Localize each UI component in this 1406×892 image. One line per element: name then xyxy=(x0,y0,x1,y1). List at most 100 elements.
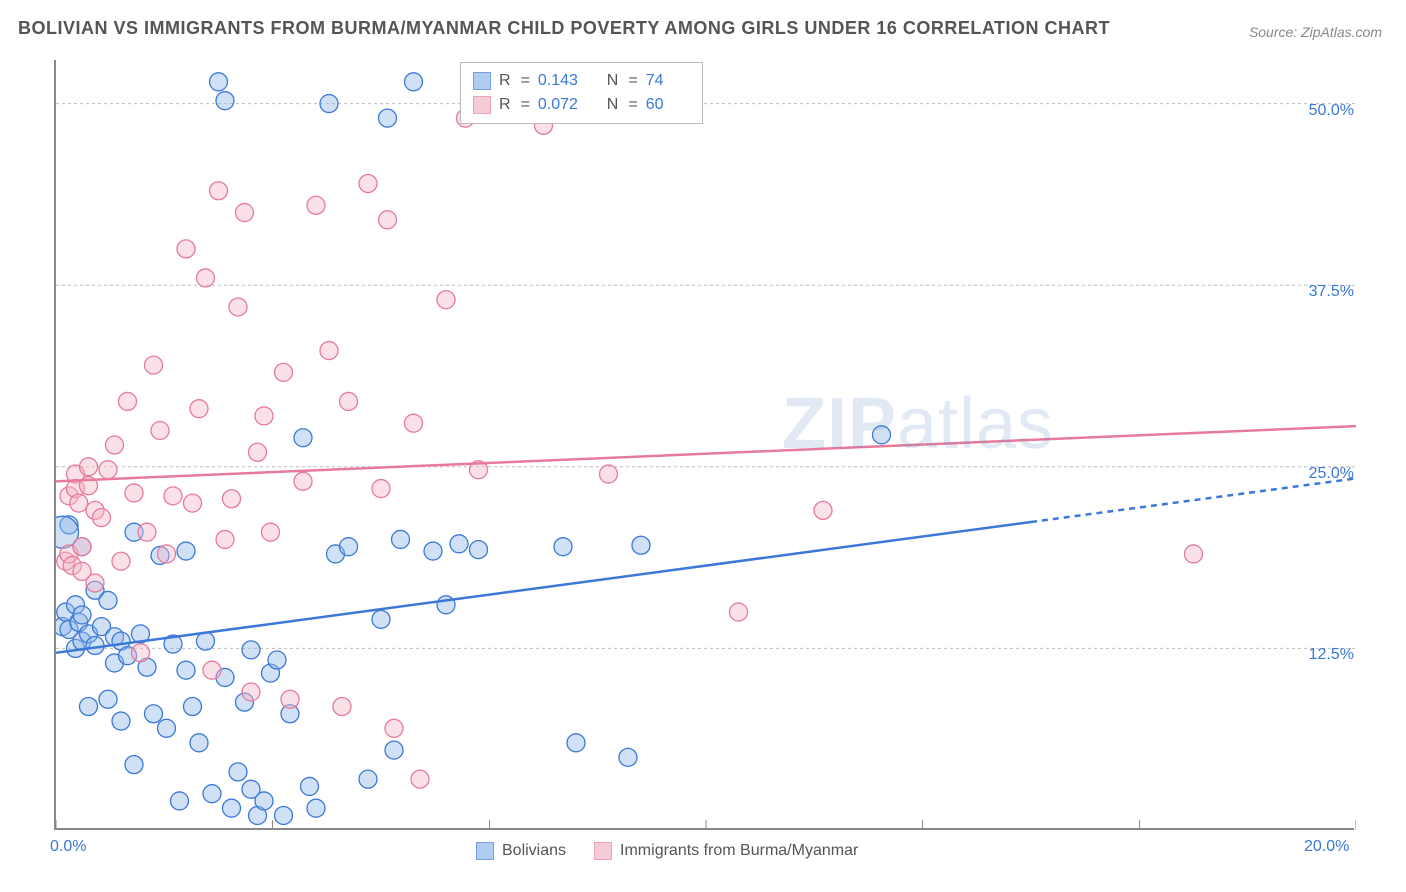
trend-line xyxy=(56,522,1031,653)
stats-row: R=0.072 N=60 xyxy=(473,93,690,117)
data-point xyxy=(177,542,195,560)
data-point xyxy=(138,523,156,541)
legend-label: Bolivians xyxy=(502,842,566,860)
equals: = xyxy=(521,93,530,117)
data-point xyxy=(275,806,293,824)
data-point xyxy=(93,509,111,527)
data-point xyxy=(424,542,442,560)
data-point xyxy=(275,363,293,381)
data-point xyxy=(249,443,267,461)
data-point xyxy=(99,461,117,479)
stats-legend-box: R = 0.143 N = 74R = 0.072 N = 60 xyxy=(460,62,703,124)
y-tick-label: 50.0% xyxy=(1294,102,1354,120)
bottom-legend: Bolivians Immigrants from Burma/Myanmar xyxy=(476,842,858,860)
chart-title: BOLIVIAN VS IMMIGRANTS FROM BURMA/MYANMA… xyxy=(18,18,1110,39)
stats-row: R = 0.143 N = 74 xyxy=(473,69,690,93)
chart-container: BOLIVIAN VS IMMIGRANTS FROM BURMA/MYANMA… xyxy=(0,0,1406,892)
data-point xyxy=(229,298,247,316)
trend-line-extrapolated xyxy=(1031,478,1356,522)
data-point xyxy=(203,661,221,679)
data-point xyxy=(203,785,221,803)
data-point xyxy=(112,712,130,730)
legend-label: Immigrants from Burma/Myanmar xyxy=(620,842,858,860)
data-point xyxy=(294,472,312,490)
legend-item: Bolivians xyxy=(476,842,566,860)
legend-swatch xyxy=(476,842,494,860)
n-label: N xyxy=(607,69,619,93)
data-point xyxy=(814,501,832,519)
data-point xyxy=(132,644,150,662)
data-point xyxy=(242,641,260,659)
data-point xyxy=(73,538,91,556)
equals: = xyxy=(628,69,637,93)
data-point xyxy=(437,291,455,309)
y-tick-label: 12.5% xyxy=(1294,646,1354,664)
r-label: R xyxy=(499,69,511,93)
data-point xyxy=(119,392,137,410)
data-point xyxy=(255,407,273,425)
data-point xyxy=(372,610,390,628)
data-point xyxy=(450,535,468,553)
data-point xyxy=(281,690,299,708)
data-point xyxy=(125,484,143,502)
data-point xyxy=(112,552,130,570)
legend-swatch xyxy=(594,842,612,860)
r-value: 0.072 xyxy=(538,93,582,117)
data-point xyxy=(158,719,176,737)
data-point xyxy=(190,400,208,418)
data-point xyxy=(145,356,163,374)
data-point xyxy=(405,73,423,91)
data-point xyxy=(405,414,423,432)
data-point xyxy=(184,698,202,716)
n-value: 60 xyxy=(646,93,690,117)
data-point xyxy=(216,92,234,110)
equals: = xyxy=(521,69,530,93)
r-value: 0.143 xyxy=(538,69,582,93)
data-point xyxy=(307,799,325,817)
data-point xyxy=(372,480,390,498)
data-point xyxy=(229,763,247,781)
data-point xyxy=(333,698,351,716)
data-point xyxy=(632,536,650,554)
source-label: Source: ZipAtlas.com xyxy=(1249,24,1382,40)
data-point xyxy=(197,269,215,287)
data-point xyxy=(619,748,637,766)
y-tick-label: 25.0% xyxy=(1294,465,1354,483)
data-point xyxy=(379,211,397,229)
equals: = xyxy=(628,93,637,117)
data-point xyxy=(197,632,215,650)
n-value: 74 xyxy=(646,69,690,93)
data-point xyxy=(385,719,403,737)
data-point xyxy=(359,174,377,192)
data-point xyxy=(600,465,618,483)
data-point xyxy=(470,541,488,559)
data-point xyxy=(340,538,358,556)
x-tick-label: 0.0% xyxy=(50,838,86,856)
data-point xyxy=(730,603,748,621)
data-point xyxy=(164,487,182,505)
data-point xyxy=(255,792,273,810)
n-label: N xyxy=(607,93,619,117)
legend-item: Immigrants from Burma/Myanmar xyxy=(594,842,858,860)
data-point xyxy=(411,770,429,788)
data-point xyxy=(1185,545,1203,563)
scatter-svg xyxy=(56,60,1356,830)
data-point xyxy=(320,342,338,360)
data-point xyxy=(379,109,397,127)
data-point xyxy=(262,523,280,541)
data-point xyxy=(171,792,189,810)
data-point xyxy=(236,204,254,222)
data-point xyxy=(307,196,325,214)
x-tick-label: 20.0% xyxy=(1304,838,1349,856)
data-point xyxy=(359,770,377,788)
data-point xyxy=(106,436,124,454)
data-point xyxy=(320,95,338,113)
data-point xyxy=(125,756,143,774)
data-point xyxy=(554,538,572,556)
data-point xyxy=(210,182,228,200)
data-point xyxy=(210,73,228,91)
data-point xyxy=(184,494,202,512)
data-point xyxy=(80,458,98,476)
data-point xyxy=(70,494,88,512)
data-point xyxy=(216,530,234,548)
